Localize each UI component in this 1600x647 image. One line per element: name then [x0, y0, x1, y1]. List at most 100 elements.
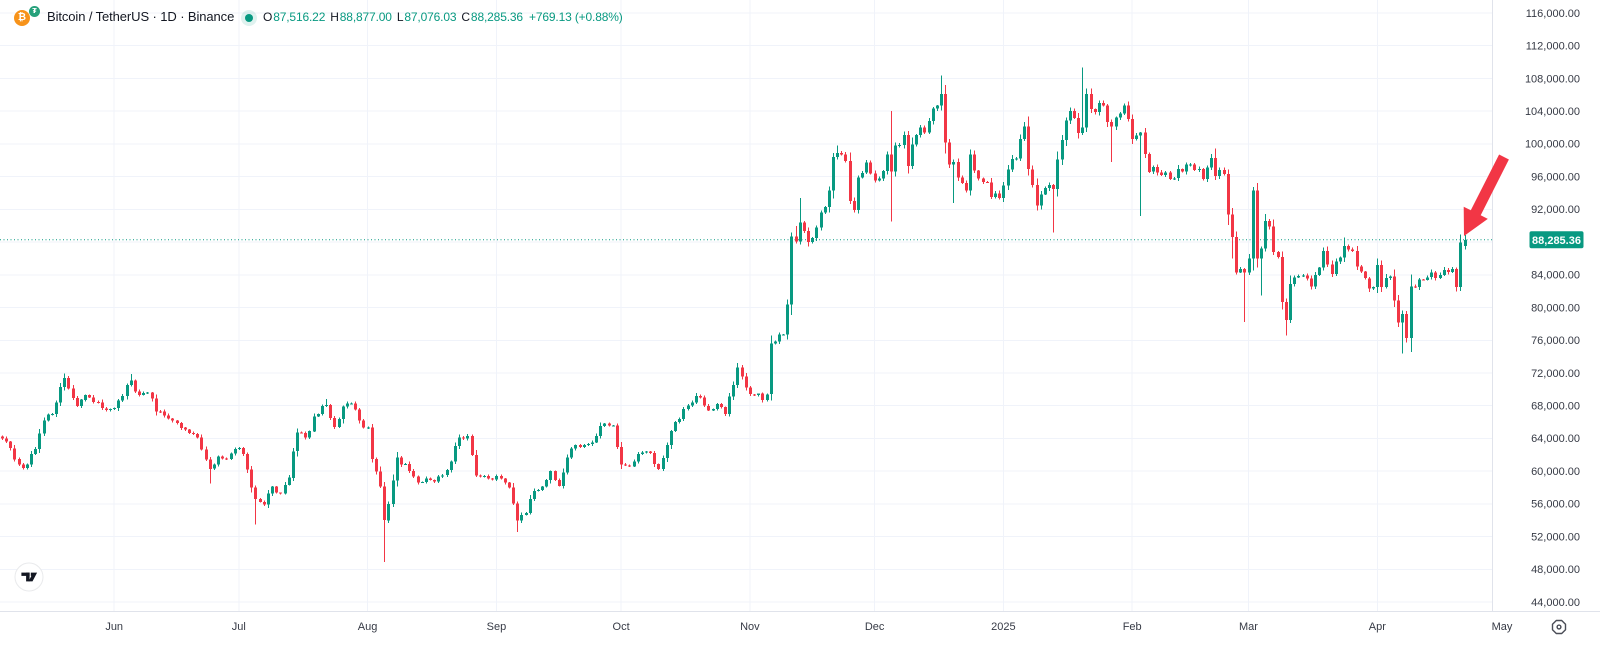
candle-body: [159, 411, 162, 413]
candle-body: [213, 464, 216, 469]
candle-body: [1268, 220, 1271, 227]
candle-body: [358, 409, 361, 421]
candle-body: [1015, 158, 1018, 160]
candle-body: [520, 514, 523, 521]
candle-body: [670, 431, 673, 445]
candle-body: [155, 398, 158, 412]
candle-body: [1385, 277, 1388, 288]
candle-body: [1052, 185, 1055, 189]
candle-body: [1285, 301, 1288, 320]
candle-body: [342, 406, 345, 420]
tradingview-logo[interactable]: [14, 562, 44, 592]
candle-body: [628, 465, 631, 467]
candle-body: [1007, 169, 1010, 186]
candle-body: [633, 461, 636, 467]
candle-body: [1173, 178, 1176, 180]
candle-body: [250, 469, 253, 488]
time-axis-label: Apr: [1369, 621, 1386, 633]
candle-wick: [301, 431, 302, 434]
candle-body: [63, 377, 66, 388]
candle-body: [716, 404, 719, 410]
candle-body: [38, 433, 41, 449]
ohlc-open: O87,516.22: [263, 10, 325, 24]
candle-body: [142, 393, 145, 396]
price-axis-label: 64,000.00: [1531, 433, 1580, 445]
candle-body: [1331, 264, 1334, 274]
candle-body: [1073, 111, 1076, 118]
candle-wick: [987, 180, 988, 184]
market-status-dot-icon[interactable]: [245, 14, 253, 22]
candle-body: [861, 172, 864, 178]
candle-body: [88, 395, 91, 398]
symbol-title[interactable]: Bitcoin / TetherUS · 1D · Binance: [47, 9, 235, 24]
candle-body: [1, 436, 4, 439]
candle-body: [1156, 167, 1159, 173]
candle-body: [196, 433, 199, 438]
candle-body: [284, 484, 287, 494]
candle-body: [1380, 265, 1383, 288]
candle-body: [558, 480, 561, 486]
candle-body: [516, 503, 519, 521]
candle-body: [1048, 185, 1051, 189]
candle-body: [126, 385, 129, 397]
open-label: O: [263, 10, 273, 24]
candle-body: [437, 476, 440, 482]
candle-body: [882, 170, 885, 179]
candle-body: [824, 206, 827, 213]
candle-body: [466, 436, 469, 439]
candle-body: [300, 432, 303, 434]
candle-body: [786, 304, 789, 335]
price-axis-label: 96,000.00: [1531, 171, 1580, 183]
candle-body: [549, 471, 552, 481]
bitcoin-logo-icon: ₿: [14, 10, 30, 26]
candle-body: [242, 448, 245, 454]
candle-body: [529, 499, 532, 513]
candle-body: [687, 405, 690, 409]
candle-body: [986, 182, 989, 184]
candle-body: [1364, 271, 1367, 279]
candle-body: [1193, 164, 1196, 170]
candle-body: [1397, 300, 1400, 323]
candle-body: [973, 154, 976, 171]
candle-body: [483, 476, 486, 478]
candle-body: [699, 396, 702, 398]
candle-body: [1002, 185, 1005, 198]
candle-body: [1065, 120, 1068, 140]
candle-body: [761, 393, 764, 400]
time-axis-label: Sep: [487, 621, 507, 633]
candle-body: [890, 154, 893, 172]
candle-body: [566, 457, 569, 473]
horizontal-gridlines: [0, 12, 1492, 603]
candle-body: [1152, 167, 1155, 172]
candle-body: [1131, 119, 1134, 139]
candle-body: [1081, 127, 1084, 134]
candle-body: [1297, 275, 1300, 278]
candle-body: [371, 427, 374, 459]
arrow-annotation[interactable]: [1463, 154, 1509, 237]
candle-body: [234, 449, 237, 454]
candle-wick: [625, 463, 626, 466]
candle-body: [1056, 159, 1059, 189]
candle-body: [1085, 94, 1088, 128]
candle-body: [441, 475, 444, 477]
candle-body: [541, 486, 544, 490]
candle-body: [92, 397, 95, 402]
candle-body: [1185, 164, 1188, 172]
gear-icon[interactable]: [1551, 619, 1567, 635]
candle-body: [9, 441, 12, 449]
candle-body: [570, 448, 573, 458]
candle-body: [471, 436, 474, 455]
candle-body: [338, 419, 341, 427]
candle-body: [308, 431, 311, 438]
candle-body: [396, 457, 399, 481]
candle-body: [1227, 174, 1230, 215]
candle-body: [574, 445, 577, 449]
candle-body: [375, 458, 378, 472]
candle-body: [1119, 113, 1122, 118]
candle-body: [728, 396, 731, 414]
candle-body: [961, 177, 964, 184]
candle-body: [1368, 278, 1371, 289]
candle-body: [1202, 168, 1205, 180]
price-axis-label: 104,000.00: [1525, 106, 1580, 118]
